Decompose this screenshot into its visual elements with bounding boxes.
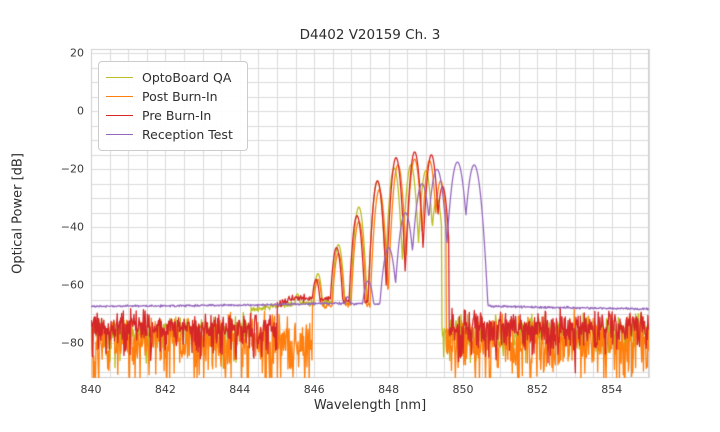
legend-label: Reception Test [142, 127, 233, 142]
y-tick-label: 20 [70, 46, 84, 60]
y-tick-label: −60 [60, 278, 84, 292]
x-tick-label: 854 [601, 383, 623, 396]
y-axis-label: Optical Power [dB] [10, 153, 26, 274]
legend-label: Post Burn-In [142, 89, 218, 104]
chart-title: D4402 V20159 Ch. 3 [299, 27, 441, 43]
y-tick-label: −20 [60, 162, 84, 176]
y-tick-label: −80 [60, 336, 84, 350]
legend-item: Pre Burn-In [106, 106, 239, 125]
legend-line-swatch [106, 96, 133, 97]
y-tick-label: −40 [60, 220, 84, 234]
x-tick-label: 848 [378, 383, 400, 396]
y-tick-label: 0 [77, 104, 84, 118]
x-tick-label: 846 [303, 383, 325, 396]
x-tick-label: 840 [80, 383, 102, 396]
x-tick-label: 842 [154, 383, 176, 396]
legend-line-swatch [106, 115, 133, 116]
legend-label: Pre Burn-In [142, 108, 212, 123]
legend-item: Reception Test [106, 125, 239, 144]
x-tick-label: 844 [229, 383, 251, 396]
legend: OptoBoard QA Post Burn-In Pre Burn-In Re… [98, 61, 248, 151]
legend-item: Post Burn-In [106, 87, 239, 106]
legend-line-swatch [106, 77, 133, 78]
legend-line-swatch [106, 134, 133, 135]
legend-item: OptoBoard QA [106, 68, 239, 87]
x-tick-label: 850 [452, 383, 474, 396]
x-tick-label: 852 [526, 383, 548, 396]
legend-label: OptoBoard QA [142, 70, 232, 85]
x-axis-label: Wavelength [nm] [313, 398, 427, 413]
